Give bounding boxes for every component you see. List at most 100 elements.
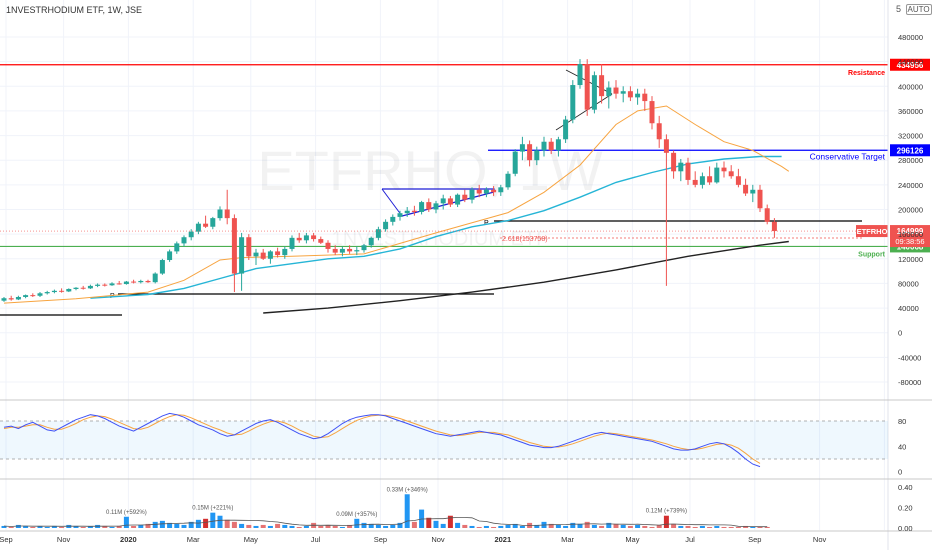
pivot-label: P bbox=[484, 220, 489, 227]
volume-bar bbox=[483, 525, 489, 528]
candle-body bbox=[217, 209, 223, 219]
volume-bar bbox=[30, 526, 36, 528]
candle-body bbox=[246, 237, 252, 257]
time-axis-tick: Nov bbox=[431, 535, 445, 544]
candle-body bbox=[188, 231, 194, 238]
volume-bar bbox=[692, 526, 698, 528]
volume-bar bbox=[253, 525, 259, 528]
volume-bar bbox=[375, 524, 381, 528]
candle-body bbox=[159, 260, 165, 274]
volume-bar bbox=[203, 518, 209, 528]
candle-body bbox=[505, 173, 511, 188]
stoch-axis-tick: 80 bbox=[898, 417, 906, 426]
scale-indicator[interactable]: 5 AUTO bbox=[896, 4, 932, 15]
candle-body bbox=[15, 296, 21, 300]
candle-body bbox=[714, 167, 720, 183]
volume-bar bbox=[678, 525, 684, 528]
candle-body bbox=[44, 292, 50, 294]
watermark-name: 1NVESTRHODIUM ETF bbox=[332, 228, 549, 250]
candle-body bbox=[476, 189, 482, 194]
candle-body bbox=[289, 237, 295, 249]
candle-body bbox=[433, 203, 439, 210]
volume-bar bbox=[707, 526, 713, 528]
volume-bar bbox=[51, 525, 57, 528]
volume-bar bbox=[721, 526, 727, 528]
price-axis-tick: 120000 bbox=[898, 255, 923, 264]
candle-body bbox=[73, 287, 79, 289]
volume-bar bbox=[325, 524, 331, 528]
stoch-axis-tick: 40 bbox=[898, 442, 906, 451]
price-axis-tick: 160000 bbox=[898, 230, 923, 239]
volume-bar bbox=[383, 525, 389, 528]
candle-body bbox=[282, 248, 288, 256]
candle-body bbox=[570, 85, 576, 120]
volume-axis-tick: 0.40 bbox=[898, 483, 913, 492]
volume-bar bbox=[159, 520, 165, 528]
volume-bar bbox=[613, 523, 619, 528]
volume-bar bbox=[339, 526, 345, 528]
candle-body bbox=[131, 281, 137, 283]
price-axis-tick: 80000 bbox=[898, 279, 919, 288]
volume-bar bbox=[116, 525, 122, 528]
volume-bar bbox=[217, 515, 223, 528]
candle-body bbox=[339, 248, 345, 253]
volume-bar bbox=[44, 526, 50, 528]
level-label: Conservative Target bbox=[810, 151, 886, 161]
auto-scale-button[interactable]: AUTO bbox=[905, 4, 932, 15]
candle-body bbox=[447, 198, 453, 205]
candle-body bbox=[440, 198, 446, 204]
candle-body bbox=[534, 150, 540, 161]
candle-body bbox=[51, 290, 57, 293]
volume-bar bbox=[642, 525, 648, 528]
candle-body bbox=[145, 280, 151, 283]
time-axis-tick: May bbox=[244, 535, 258, 544]
volume-bar bbox=[635, 524, 641, 528]
volume-bar bbox=[224, 519, 230, 528]
candle-body bbox=[426, 202, 432, 210]
volume-bar bbox=[347, 524, 353, 528]
volume-bar bbox=[123, 516, 129, 528]
price-axis-tick: 240000 bbox=[898, 181, 923, 190]
volume-bar bbox=[332, 525, 338, 528]
candle-body bbox=[656, 123, 662, 140]
price-axis-tick: 480000 bbox=[898, 33, 923, 42]
volume-bar bbox=[462, 524, 468, 528]
candle-body bbox=[210, 218, 216, 227]
volume-bar bbox=[620, 524, 626, 528]
candle-body bbox=[743, 184, 749, 194]
price-axis-tick: 320000 bbox=[898, 132, 923, 141]
volume-bar bbox=[80, 526, 86, 528]
time-axis-tick: Sep bbox=[0, 535, 13, 544]
volume-bar bbox=[699, 525, 705, 528]
candle-body bbox=[649, 101, 655, 124]
volume-bar bbox=[757, 526, 763, 528]
stoch-band bbox=[0, 421, 888, 459]
volume-bar bbox=[563, 525, 569, 528]
candle-body bbox=[253, 252, 259, 257]
candle-body bbox=[757, 189, 763, 209]
candle-body bbox=[296, 237, 302, 241]
level-label: Support bbox=[858, 251, 885, 258]
symbol-tag-label: ETFRHO bbox=[857, 227, 888, 236]
candle-body bbox=[109, 283, 115, 286]
volume-bar bbox=[404, 494, 410, 528]
candle-body bbox=[332, 248, 338, 253]
volume-bar bbox=[714, 525, 720, 528]
time-axis-tick: Mar bbox=[561, 535, 574, 544]
candle-body bbox=[66, 288, 72, 292]
volume-bar bbox=[296, 526, 302, 528]
candle-body bbox=[678, 162, 684, 172]
volume-bar bbox=[750, 526, 756, 528]
time-axis-tick: Sep bbox=[748, 535, 761, 544]
volume-bar bbox=[433, 520, 439, 528]
candle-body bbox=[347, 248, 353, 252]
candle-body bbox=[541, 141, 547, 151]
candle-body bbox=[419, 202, 425, 212]
volume-bar bbox=[548, 523, 554, 528]
volume-bar bbox=[685, 525, 691, 528]
volume-annotation: 0.15M (+221%) bbox=[192, 506, 233, 512]
candle-body bbox=[390, 216, 396, 222]
volume-bar bbox=[73, 525, 79, 528]
volume-bar bbox=[656, 524, 662, 528]
